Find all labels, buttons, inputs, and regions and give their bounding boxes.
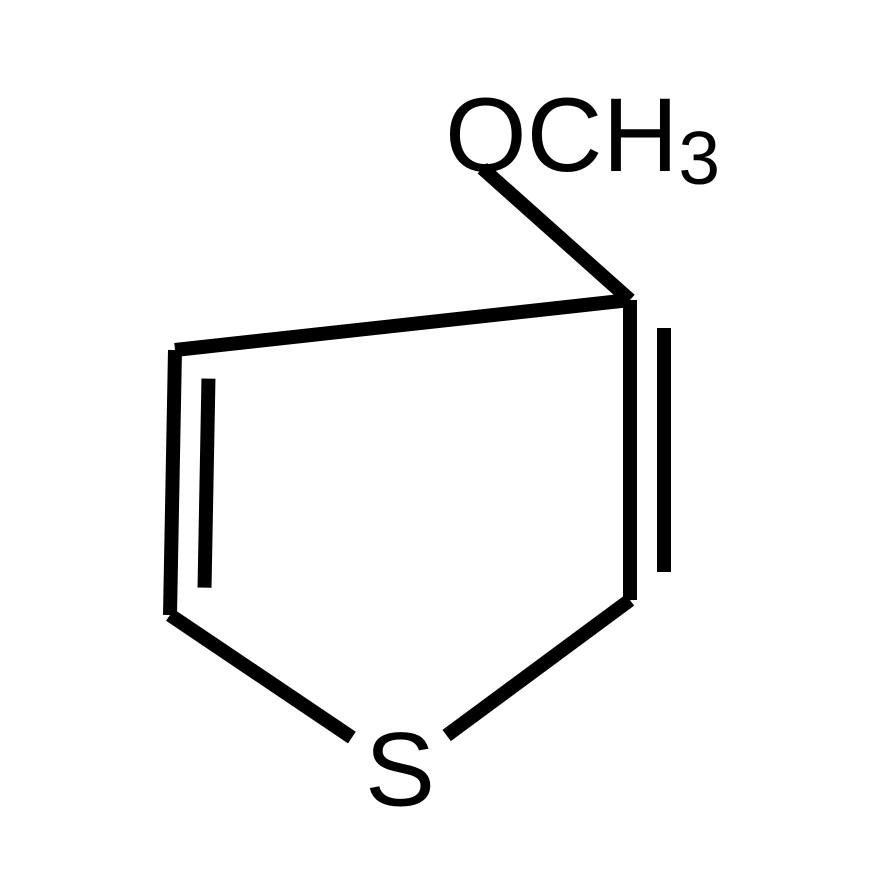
bond-C3-C4 (175, 300, 630, 350)
bond-C5-S (170, 615, 352, 738)
atom-label-S: S (365, 712, 435, 829)
bond-C5-C4-inner (205, 379, 209, 588)
bond-C2-S (447, 600, 630, 736)
chemical-structure-diagram: S OCH3 (0, 0, 890, 890)
atom-label-O: OCH3 (445, 77, 720, 201)
bond-C5-C4 (170, 350, 175, 615)
